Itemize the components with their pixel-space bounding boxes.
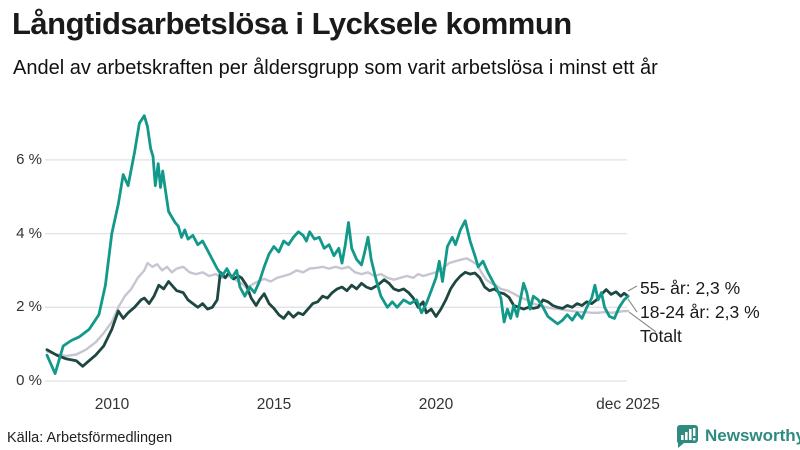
x-axis-tick-label-2015: 2015 (256, 396, 292, 413)
source-note: Källa: Arbetsförmedlingen (7, 430, 173, 446)
newsworthy-bar-chart-bubble-icon (676, 425, 698, 448)
x-axis-tick-label-2020: 2020 (418, 396, 454, 413)
y-axis-tick-label-2: 2 % (16, 298, 42, 315)
annotation-leader-lines (627, 285, 657, 333)
y-axis-tick-label-4: 4 % (16, 225, 42, 242)
leader-line-55 (627, 285, 638, 292)
series-line-18-24 år (45, 114, 630, 376)
series-end-label-55: 55- år: 2,3 % (640, 278, 741, 298)
series-end-label-18-24: 18-24 år: 2,3 % (640, 302, 760, 322)
chart-subtitle: Andel av arbetskraften per åldersgrupp s… (13, 57, 658, 79)
leader-line-totalt (628, 311, 657, 333)
series-end-label-totalt: Totalt (640, 326, 682, 346)
y-axis-tick-label-6: 6 % (16, 151, 42, 168)
series-line-55- år (45, 270, 630, 368)
series-lines (45, 114, 630, 376)
y-axis-tick-label-0: 0 % (16, 372, 42, 389)
newsworthy-logo[interactable]: Newsworthy (676, 423, 800, 449)
leader-line-18-24 (627, 298, 638, 313)
x-axis-tick-label-dec-2025: dec 2025 (596, 396, 660, 413)
newsworthy-brand-name: Newsworthy (705, 426, 800, 445)
gridlines (45, 159, 627, 382)
chart-title: Långtidsarbetslösa i Lycksele kommun (12, 6, 572, 41)
x-axis-tick-label-2010: 2010 (94, 396, 130, 413)
